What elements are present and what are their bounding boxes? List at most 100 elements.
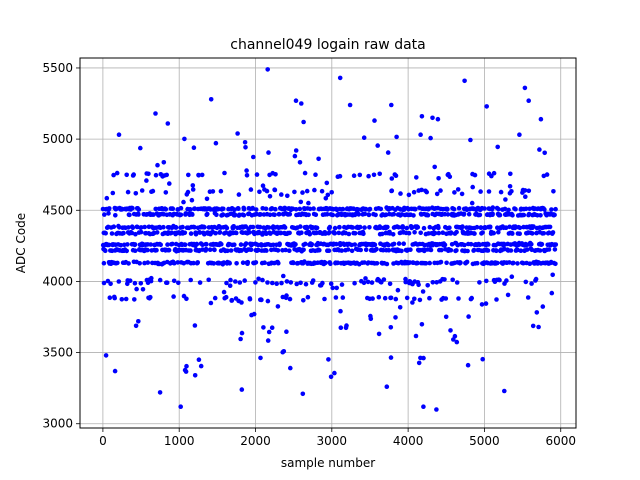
- data-point: [393, 296, 399, 302]
- data-point: [452, 190, 457, 195]
- data-point: [132, 280, 138, 286]
- data-point: [361, 135, 367, 140]
- data-point: [253, 280, 258, 285]
- data-point: [205, 211, 210, 217]
- data-point: [323, 196, 329, 201]
- data-point: [116, 279, 122, 284]
- data-point: [119, 297, 125, 302]
- data-point: [224, 225, 230, 231]
- data-point: [124, 172, 129, 178]
- data-point: [222, 170, 227, 176]
- data-point: [507, 224, 512, 230]
- data-point: [194, 241, 200, 247]
- data-point: [448, 328, 453, 333]
- data-point: [277, 241, 282, 246]
- data-point: [309, 242, 315, 247]
- data-point: [443, 296, 449, 301]
- data-point: [127, 278, 133, 284]
- data-point: [454, 248, 459, 253]
- y-tick-label: 5000: [42, 132, 73, 146]
- data-point: [322, 296, 327, 302]
- data-point: [430, 115, 435, 121]
- data-point: [204, 241, 209, 247]
- data-point: [173, 225, 179, 230]
- data-point: [172, 260, 177, 266]
- data-point: [531, 224, 536, 229]
- data-point: [288, 280, 294, 285]
- data-point: [505, 292, 511, 298]
- data-point: [336, 230, 342, 236]
- data-point: [142, 224, 147, 230]
- data-point: [287, 296, 293, 302]
- data-point: [293, 207, 299, 212]
- data-point: [460, 224, 465, 229]
- data-point: [517, 231, 522, 236]
- data-point: [239, 300, 244, 305]
- data-point: [444, 260, 449, 266]
- data-point: [485, 248, 491, 253]
- data-point: [479, 302, 485, 307]
- data-point: [489, 173, 494, 179]
- data-point: [237, 280, 243, 285]
- data-point: [127, 212, 132, 218]
- data-point: [385, 224, 390, 230]
- data-point: [244, 173, 250, 178]
- data-point: [337, 173, 343, 179]
- data-point: [509, 189, 514, 194]
- data-point: [358, 247, 364, 253]
- data-point: [251, 154, 256, 160]
- data-point: [138, 229, 144, 235]
- data-point: [436, 225, 441, 231]
- data-point: [406, 192, 412, 198]
- data-point: [522, 188, 528, 193]
- data-point: [363, 247, 369, 253]
- data-point: [503, 225, 509, 230]
- data-point: [169, 230, 174, 235]
- data-point: [494, 297, 499, 302]
- data-point: [146, 171, 151, 177]
- data-point: [158, 242, 163, 248]
- data-point: [311, 206, 316, 211]
- data-point: [108, 281, 113, 287]
- data-point: [521, 260, 526, 266]
- data-point: [210, 189, 216, 194]
- data-point: [133, 191, 139, 196]
- data-point: [259, 297, 264, 303]
- data-point: [347, 102, 353, 108]
- data-point: [250, 205, 255, 211]
- y-tick-label: 3500: [42, 346, 73, 360]
- data-point: [134, 286, 139, 292]
- data-point: [510, 213, 515, 218]
- data-point: [164, 172, 169, 178]
- data-point: [131, 172, 136, 177]
- data-point: [247, 296, 253, 302]
- data-point: [474, 224, 480, 230]
- data-point: [362, 225, 367, 230]
- data-point: [385, 150, 391, 155]
- data-point: [163, 190, 169, 195]
- data-point: [537, 248, 543, 253]
- data-point: [394, 134, 399, 140]
- data-point: [175, 260, 181, 265]
- data-point: [182, 230, 188, 236]
- data-point: [438, 188, 443, 193]
- data-point: [231, 224, 236, 229]
- data-point: [266, 150, 271, 155]
- data-point: [199, 172, 205, 178]
- data-point: [302, 170, 308, 176]
- data-point: [517, 132, 522, 137]
- data-point: [450, 277, 456, 283]
- data-point: [269, 325, 275, 331]
- data-point: [133, 323, 139, 329]
- data-point: [521, 212, 527, 218]
- data-point: [176, 280, 181, 286]
- data-point: [509, 274, 515, 280]
- data-point: [192, 373, 198, 378]
- data-point: [411, 213, 416, 218]
- data-point: [327, 230, 332, 235]
- data-point: [271, 242, 276, 248]
- data-point: [495, 260, 500, 266]
- data-point: [486, 189, 492, 194]
- data-point: [502, 388, 507, 394]
